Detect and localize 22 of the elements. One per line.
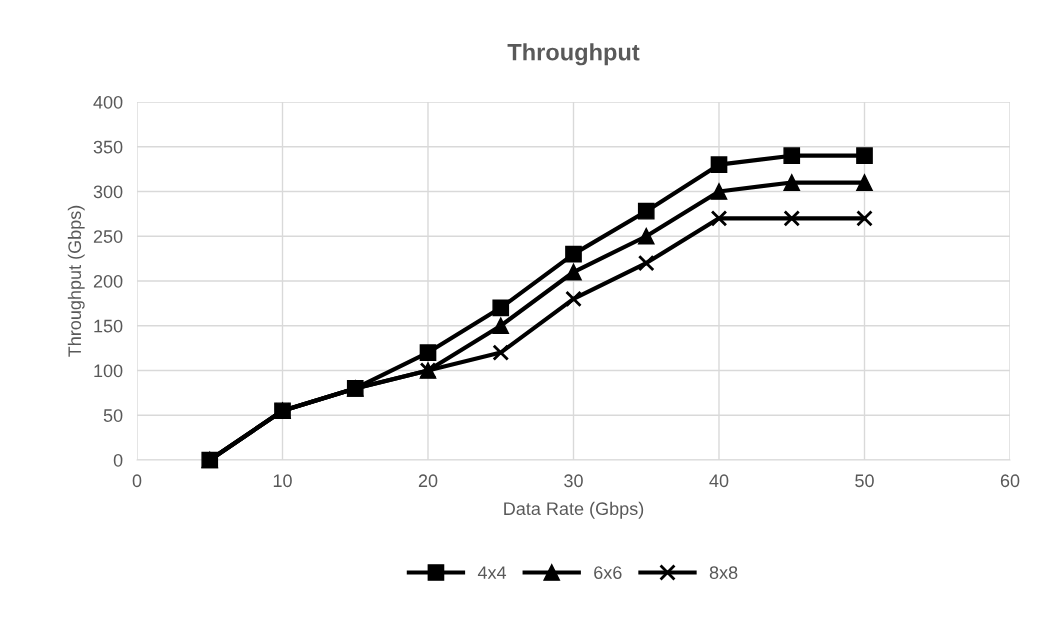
- chart-title: Throughput: [507, 43, 640, 66]
- y-tick-label: 350: [93, 140, 123, 154]
- x-tick-label: 50: [855, 474, 874, 488]
- x-tick-label: 10: [273, 474, 292, 488]
- y-tick-label: 250: [93, 230, 123, 243]
- y-axis-title: Throughput (Gbps): [67, 205, 85, 357]
- x-axis-title: Data Rate (Gbps): [504, 501, 644, 519]
- y-tick-label: 100: [94, 364, 123, 378]
- legend-label: 6x6: [594, 566, 622, 580]
- y-tick-label: 300: [93, 185, 123, 199]
- y-tick-label: 400: [93, 95, 123, 109]
- y-tick-label: 200: [93, 274, 123, 288]
- x-tick-label: 40: [709, 474, 729, 488]
- y-tick-label: 150: [94, 319, 123, 333]
- x-tick-label: 0: [132, 474, 142, 488]
- x-tick-label: 60: [1000, 474, 1020, 488]
- y-tick-label: 50: [103, 409, 123, 422]
- x-tick-label: 30: [564, 474, 583, 488]
- legend-label: 8x8: [709, 566, 738, 580]
- y-tick-label: 0: [113, 453, 123, 467]
- legend-label: 4x4: [477, 566, 507, 579]
- x-tick-label: 20: [418, 474, 438, 488]
